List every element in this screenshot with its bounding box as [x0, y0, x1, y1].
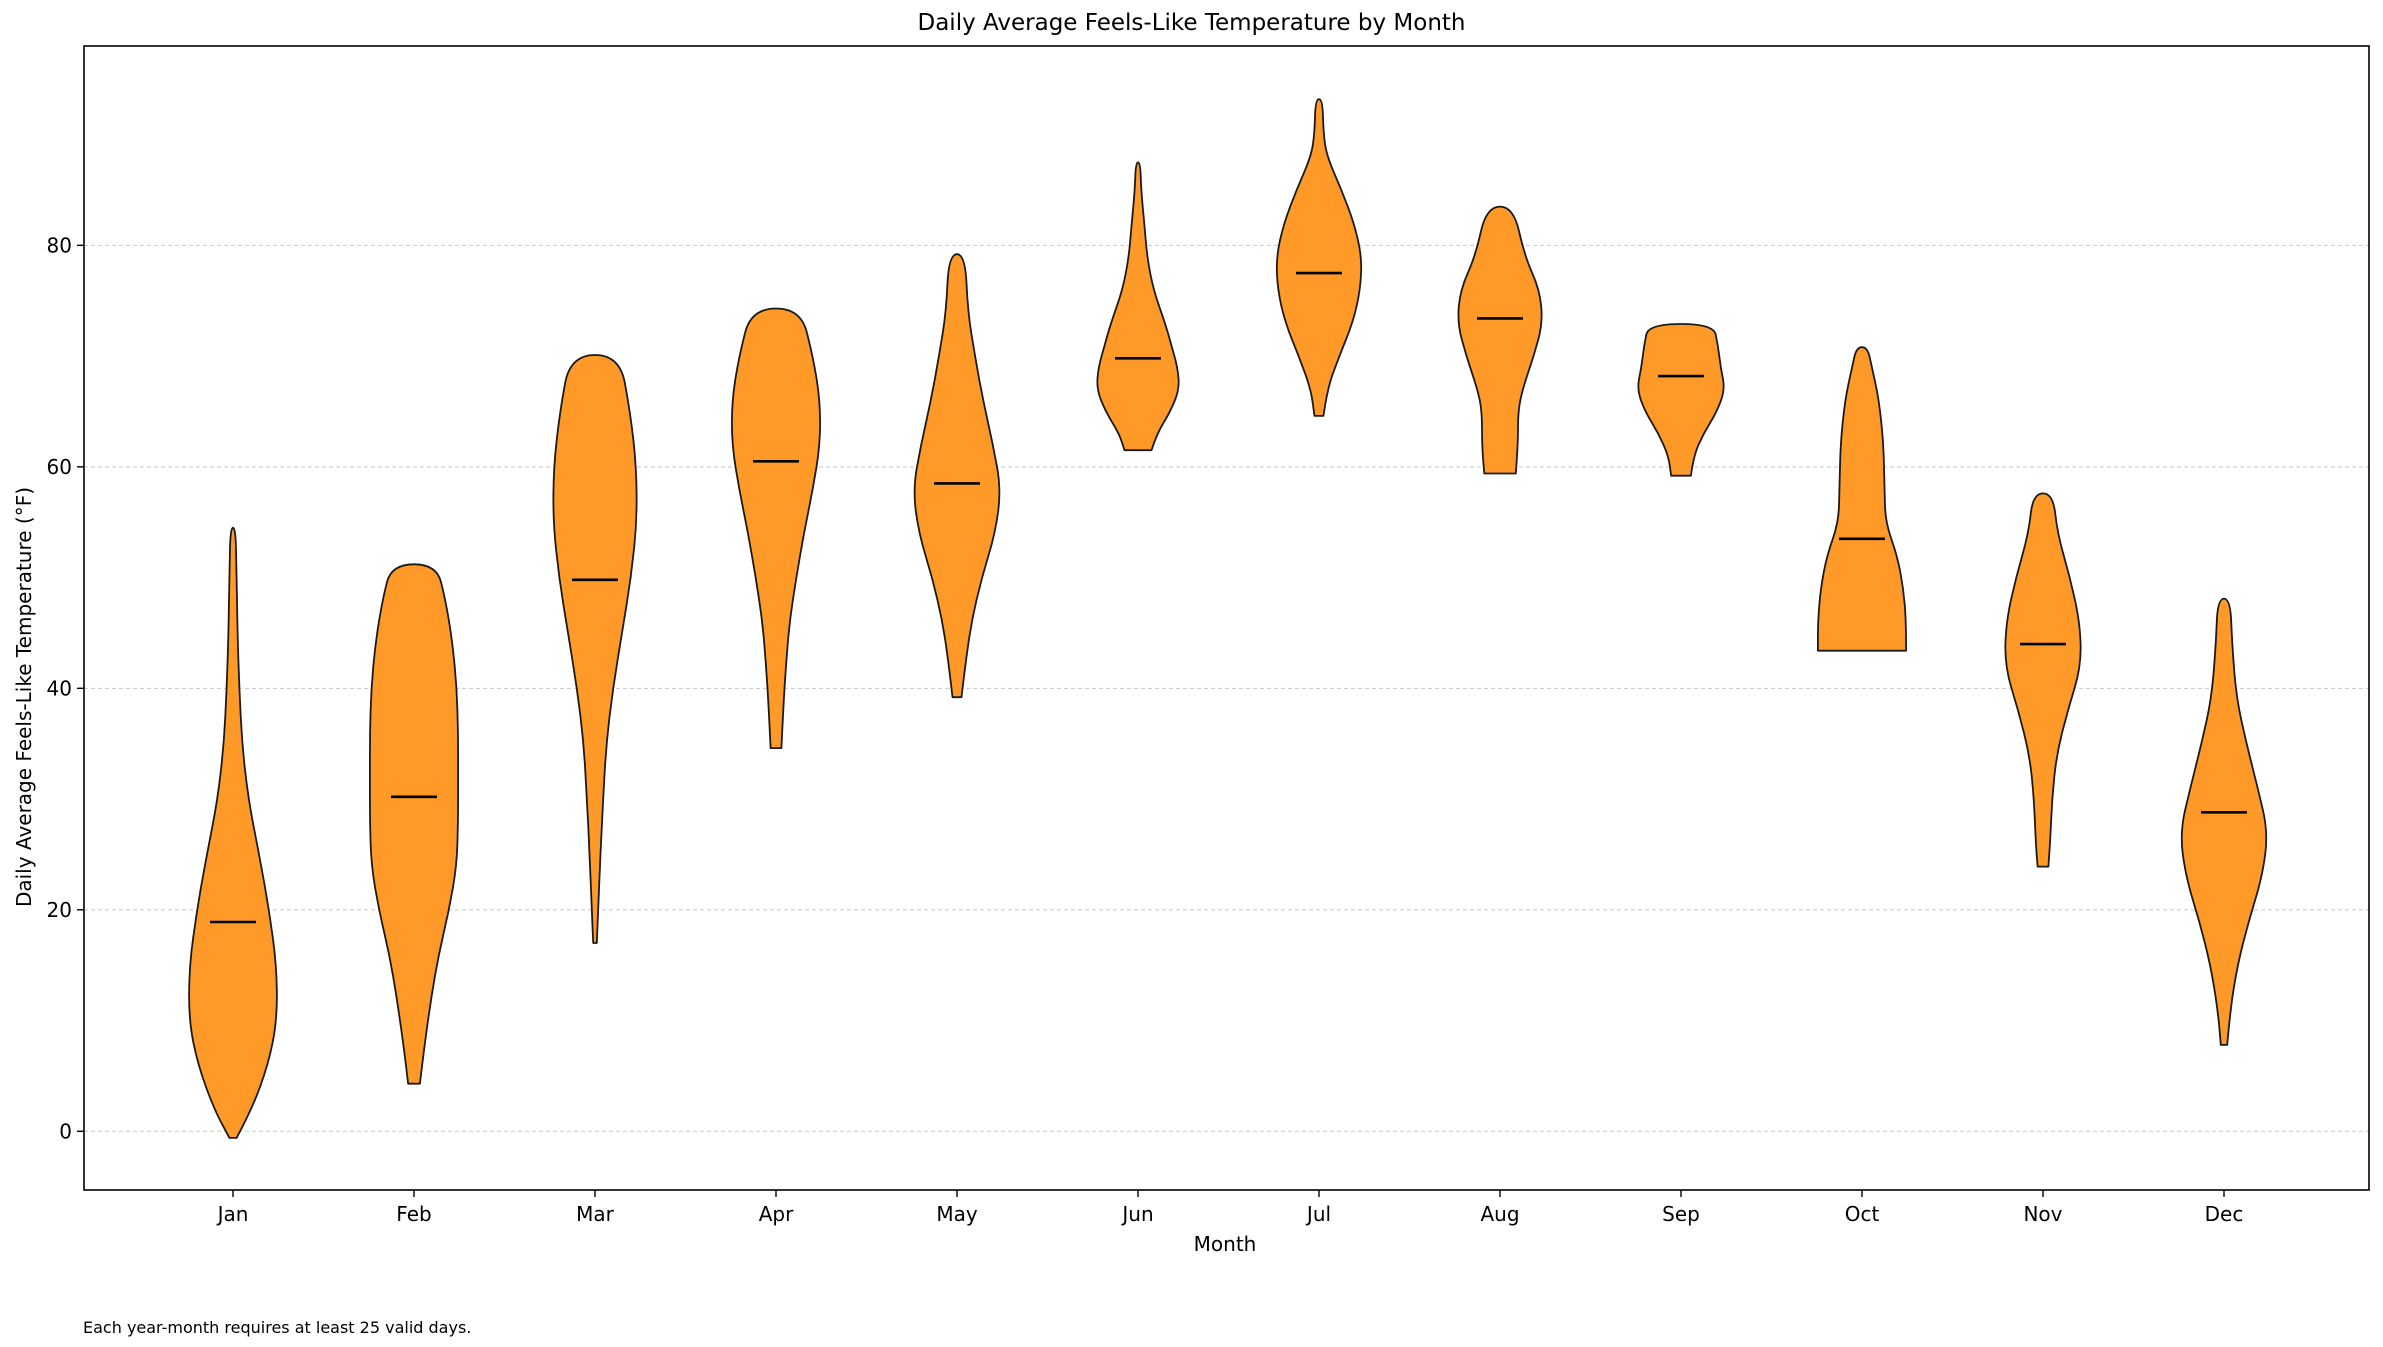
- x-tick-label: Nov: [2023, 1202, 2062, 1226]
- x-tick-label: Dec: [2205, 1202, 2244, 1226]
- violin-aug: [1457, 205, 1543, 475]
- x-tick-label: Mar: [576, 1202, 615, 1226]
- y-tick-label: 20: [47, 898, 72, 922]
- violin-jan: [188, 526, 278, 1139]
- violin-oct: [1817, 346, 1907, 652]
- violin-dec: [2180, 597, 2268, 1046]
- y-axis-label: Daily Average Feels-Like Temperature (°F…: [12, 486, 36, 908]
- violin-mar: [552, 354, 638, 944]
- x-tick-label: Feb: [396, 1202, 431, 1226]
- violin-jun: [1096, 161, 1180, 452]
- x-tick-label: Jan: [216, 1202, 249, 1226]
- violin-may: [913, 253, 1001, 699]
- violin-jul: [1275, 98, 1363, 417]
- violin-apr: [731, 307, 821, 749]
- y-tick-label: 40: [47, 676, 72, 700]
- x-tick-label: Apr: [759, 1202, 794, 1226]
- chart-title: Daily Average Feels-Like Temperature by …: [917, 10, 1466, 36]
- plot-frame: [83, 45, 2370, 1191]
- x-tick-label: Oct: [1845, 1202, 1880, 1226]
- y-tick-label: 60: [47, 455, 72, 479]
- violin-nov: [2004, 492, 2082, 868]
- y-tick-label: 80: [47, 233, 72, 257]
- x-tick-label: Jul: [1305, 1202, 1331, 1226]
- violin-sep: [1637, 323, 1725, 477]
- x-tick-label: Sep: [1662, 1202, 1700, 1226]
- y-tick-label: 0: [59, 1119, 72, 1143]
- x-tick-label: Jun: [1120, 1202, 1153, 1226]
- x-tick-label: May: [936, 1202, 978, 1226]
- x-tick-label: Aug: [1480, 1202, 1519, 1226]
- violin-feb: [369, 563, 460, 1085]
- footnote: Each year-month requires at least 25 val…: [83, 1318, 472, 1337]
- x-axis-label: Month: [1193, 1232, 1257, 1256]
